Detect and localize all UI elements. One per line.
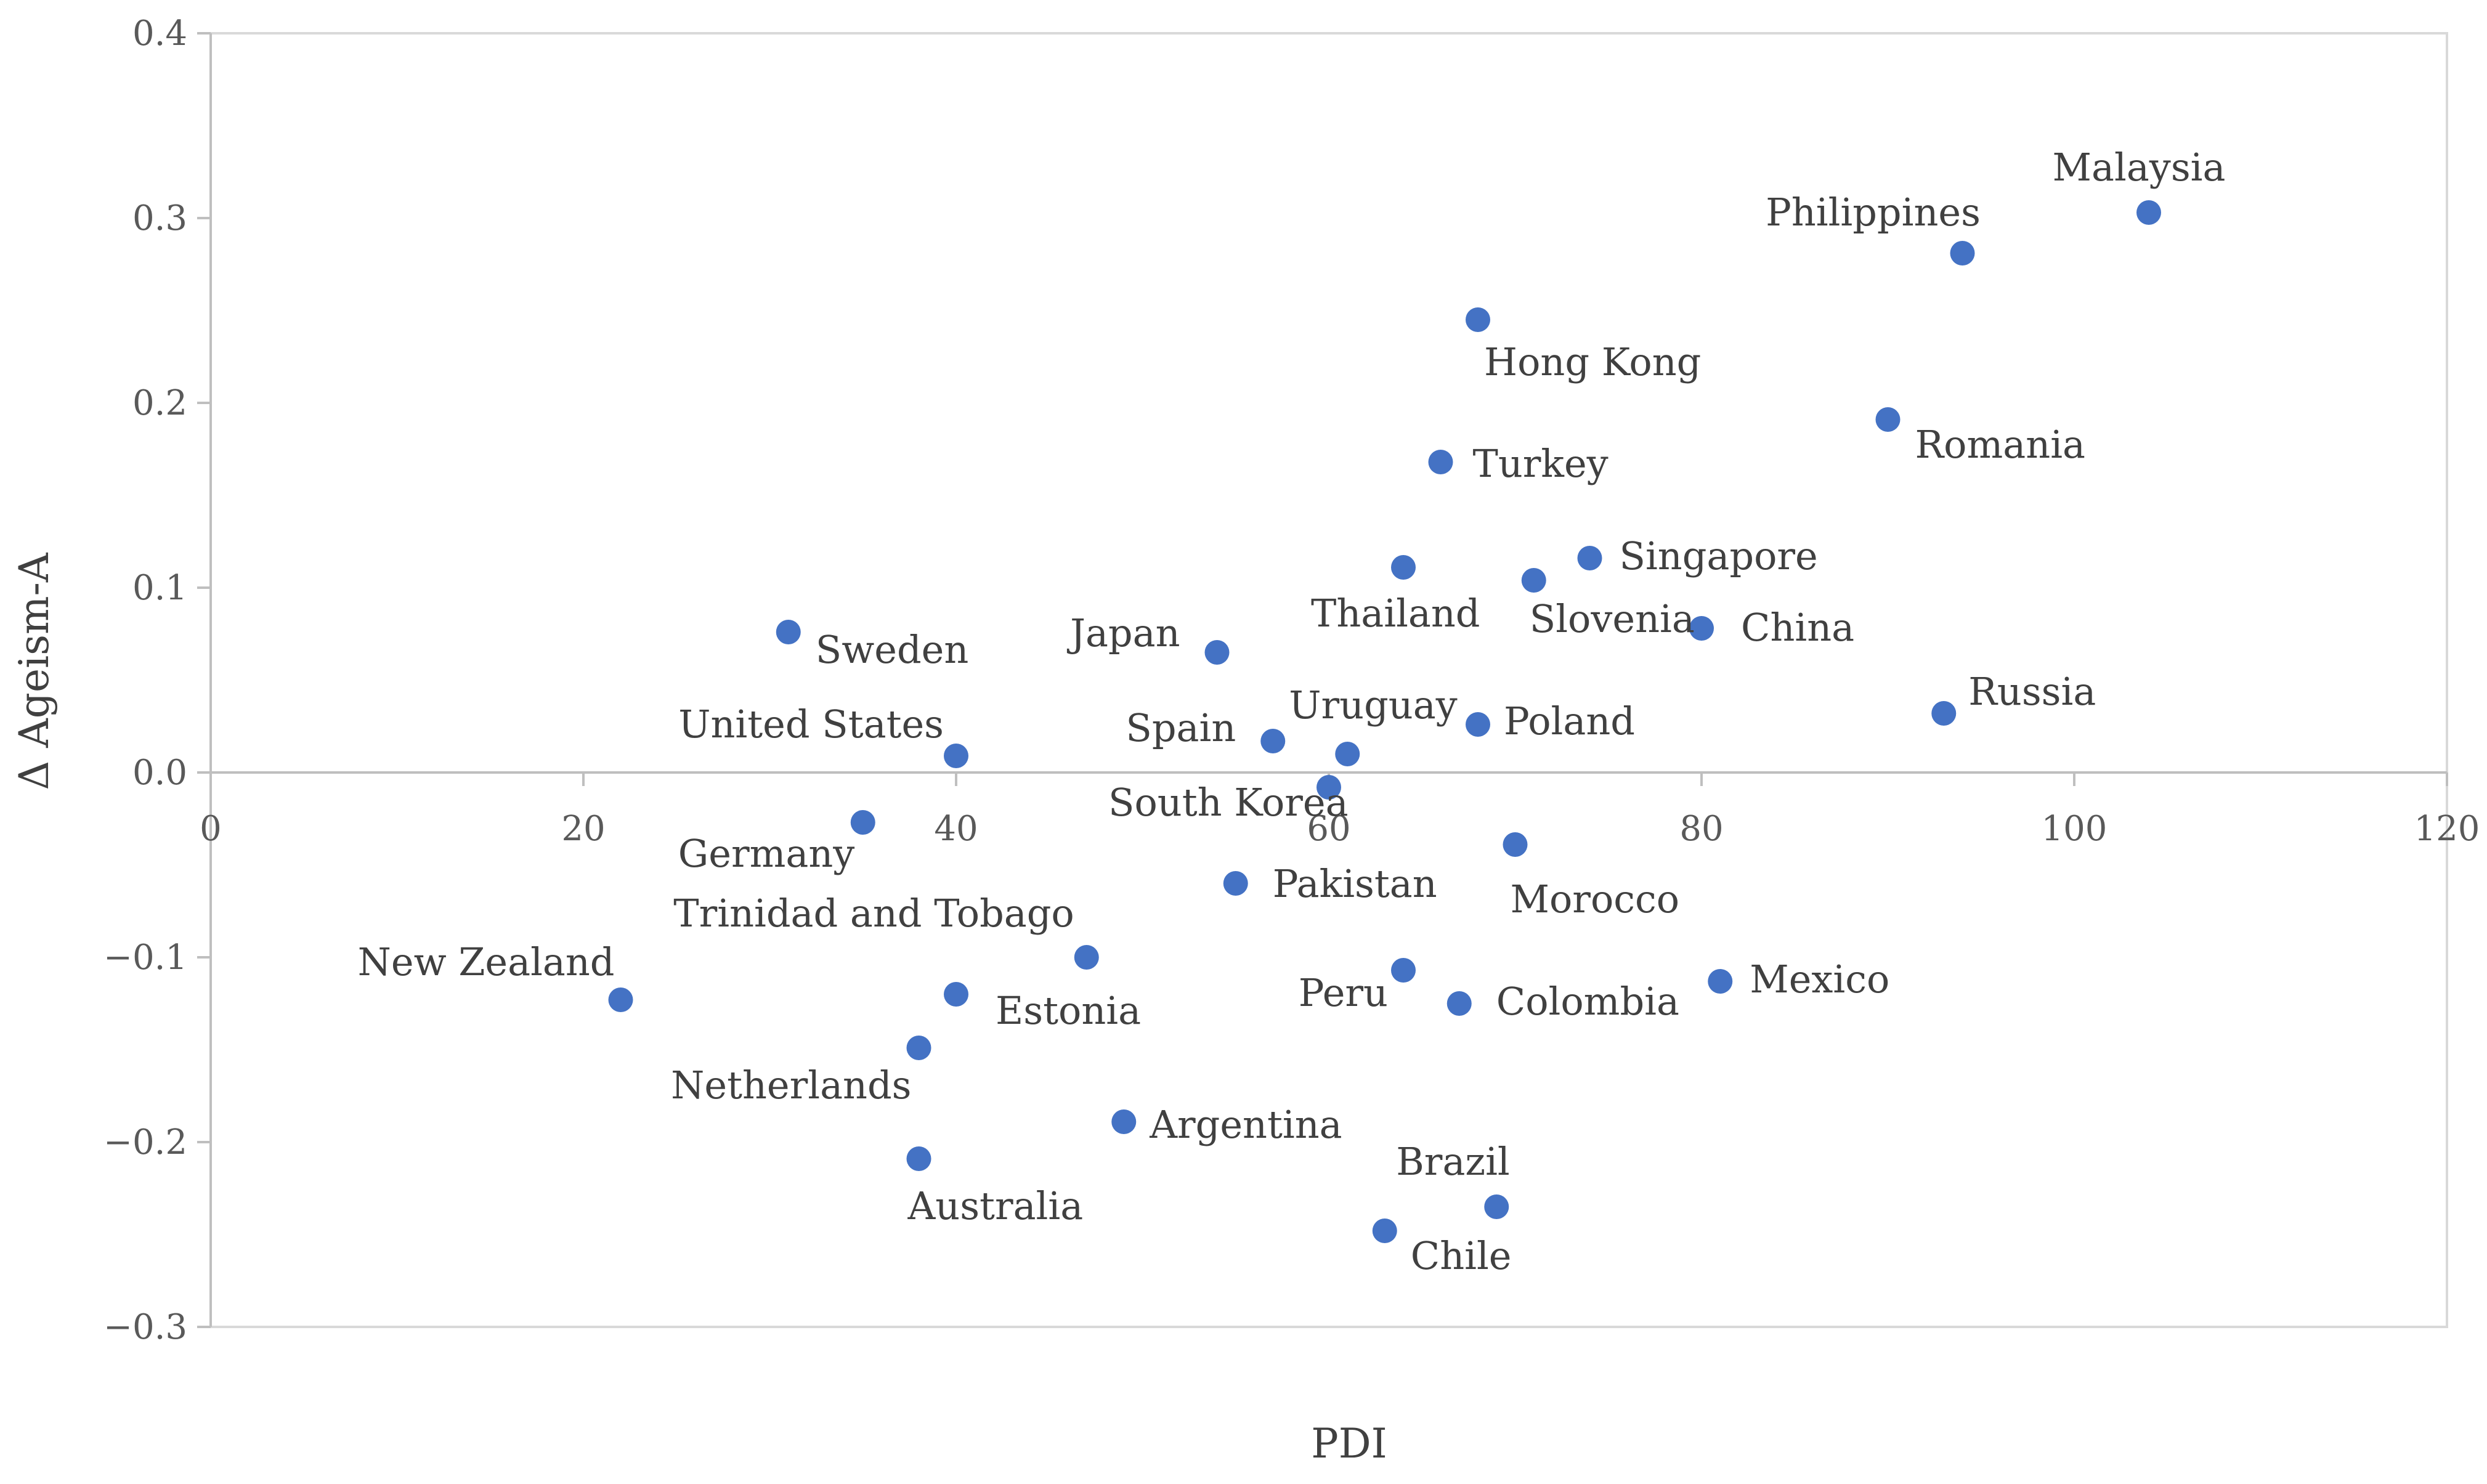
point-label-russia: Russia [1968,669,2096,714]
point-label-netherlands: Netherlands [671,1063,911,1108]
y-tick-label: −0.1 [103,938,187,978]
data-point-russia [1931,701,1957,726]
point-label-peru: Peru [1299,970,1388,1015]
data-point-peru [1391,958,1416,983]
data-point-uruguay [1335,742,1360,766]
x-tick-label: 100 [2042,809,2108,849]
data-point-romania [1875,407,1901,432]
data-point-mexico [1708,969,1733,994]
data-point-colombia [1446,991,1472,1016]
data-point-thailand [1391,555,1416,580]
point-label-turkey: Turkey [1473,441,1609,486]
data-point-netherlands [906,1036,931,1060]
x-axis: 0 20 40 60 80 100 120 [200,771,2480,849]
point-label-spain: Spain [1126,705,1236,750]
y-tick-label: −0.2 [103,1122,187,1162]
point-label-chile: Chile [1411,1233,1512,1278]
point-label-colombia: Colombia [1496,979,1679,1024]
point-label-uruguay: Uruguay [1289,683,1457,728]
y-axis-title: Δ Ageism-A [10,552,58,790]
x-tick-label: 120 [2414,809,2480,849]
point-label-singapore: Singapore [1620,533,1818,578]
data-point-argentina [1111,1109,1137,1134]
data-point-spain [1260,729,1286,753]
point-label-slovenia: Slovenia [1530,596,1695,641]
data-point-sweden [776,620,801,644]
data-points [608,200,2161,1243]
data-point-new-zealand [608,987,633,1012]
point-label-sweden: Sweden [816,627,969,672]
data-point-hong-kong [1466,307,1490,332]
data-point-australia [906,1146,931,1171]
point-label-argentina: Argentina [1149,1102,1342,1147]
point-label-pakistan: Pakistan [1273,861,1437,906]
x-tick-label: 40 [934,809,978,849]
data-point-japan [1204,640,1230,665]
point-label-thailand: Thailand [1311,591,1480,636]
point-label-philippines: Philippines [1766,190,1981,235]
data-point-singapore [1577,546,1602,570]
x-tick-label: 20 [561,809,605,849]
y-axis: 0.4 0.3 0.2 0.1 0.0 −0.1 −0.2 −0.3 [103,14,212,1347]
point-label-china: China [1741,605,1854,650]
x-tick-label: 0 [200,809,222,849]
x-axis-title: PDI [1311,1420,1387,1467]
point-label-mexico: Mexico [1750,957,1889,1002]
x-tick-label: 80 [1679,809,1723,849]
data-point-united-states [944,744,968,768]
y-tick-label: 0.2 [132,383,187,423]
point-label-united-states: United States [678,702,944,747]
point-label-morocco: Morocco [1511,877,1680,922]
data-point-poland [1466,712,1490,737]
point-label-malaysia: Malaysia [2053,145,2226,190]
data-point-south-korea [1317,775,1341,800]
point-label-hong-kong: Hong Kong [1484,339,1701,384]
data-point-chile [1372,1218,1397,1243]
data-point-slovenia [1521,568,1546,593]
data-point-turkey [1428,450,1453,474]
y-tick-label: 0.1 [132,568,187,608]
y-tick-label: 0.3 [132,198,187,238]
data-point-pakistan [1223,871,1248,896]
data-point-trinidad-and-tobago [1074,945,1099,970]
point-label-south-korea: South Korea [1108,780,1349,825]
point-label-poland: Poland [1504,699,1635,744]
point-label-new-zealand: New Zealand [358,939,615,984]
data-point-germany [850,810,875,835]
data-point-estonia [944,982,968,1007]
data-point-china [1689,616,1714,641]
data-point-philippines [1950,241,1975,266]
point-label-trinidad-and-tobago: Trinidad and Tobago [673,891,1074,936]
data-point-brazil [1484,1194,1509,1219]
y-tick-label: 0.0 [132,753,187,793]
data-point-malaysia [2136,200,2161,225]
point-label-estonia: Estonia [996,988,1141,1033]
point-label-australia: Australia [907,1183,1084,1228]
point-label-brazil: Brazil [1396,1139,1510,1184]
y-tick-label: −0.3 [103,1307,187,1347]
x-tick-label: 60 [1307,809,1350,849]
y-tick-label: 0.4 [132,14,187,54]
data-point-morocco [1503,832,1528,857]
point-label-germany: Germany [678,831,855,876]
point-label-japan: Japan [1066,610,1180,655]
point-label-romania: Romania [1915,422,2086,467]
point-labels: Malaysia Philippines Hong Kong Romania Turke… [358,145,2226,1278]
